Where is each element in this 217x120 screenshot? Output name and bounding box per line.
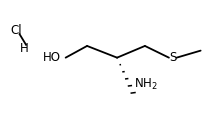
Text: HO: HO xyxy=(43,51,61,64)
Text: Cl: Cl xyxy=(11,24,22,37)
Text: S: S xyxy=(169,51,176,64)
Text: NH$_2$: NH$_2$ xyxy=(134,77,158,92)
Text: H: H xyxy=(20,42,28,55)
